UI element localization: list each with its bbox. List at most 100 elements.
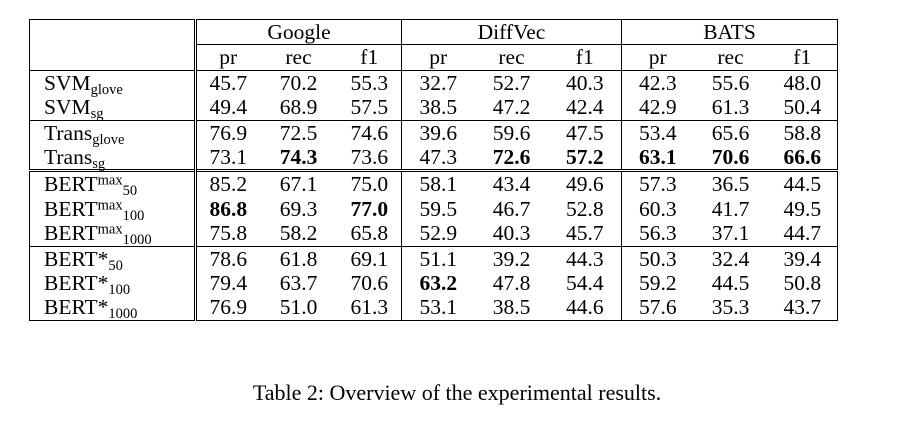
value-cell: 73.6: [337, 145, 402, 171]
table-row: Transglove 76.9 72.5 74.6 39.6 59.6 47.5 53.4 65…: [29, 119, 838, 148]
value-cell: 60.3: [638, 196, 677, 221]
metric-header: pr: [648, 45, 667, 70]
value-cell: 45.7: [195, 69, 260, 96]
value-cell: 79.4: [209, 271, 248, 296]
value-cell: 45.7: [548, 221, 622, 247]
group-header-google: Google: [195, 19, 402, 46]
value-cell: 61.8: [259, 245, 338, 272]
value-cell: 41.7: [711, 196, 750, 221]
row-label-subscript: 1000: [122, 232, 152, 249]
value-cell: 72.5: [259, 119, 338, 146]
metric-header: rec: [285, 45, 312, 70]
value-cell: 52.9: [419, 221, 458, 246]
value-cell: 47.8: [492, 271, 531, 296]
value-cell: 38.5: [419, 95, 458, 120]
value-cell: 46.7: [492, 196, 531, 221]
row-label: SVMsg: [29, 95, 197, 122]
value-cell: 59.5: [419, 196, 458, 221]
value-cell: 44.6: [548, 295, 622, 321]
value-cell: 61.3: [711, 95, 750, 120]
row-label-subscript: glove: [90, 81, 123, 98]
row-label-subscript: 50: [122, 183, 138, 200]
row-label: SVMglove: [29, 69, 197, 98]
table-row: BERT*1000 76.9 51.0 61.3 53.1 38.5 44.6 57.6 35.…: [29, 295, 838, 323]
value-cell: 58.1: [401, 169, 475, 197]
value-cell: 52.7: [474, 69, 549, 96]
results-table-wrapper: Google DiffVec BATS pr rec f1 pr rec f1 …: [29, 19, 838, 323]
value-cell: 72.6: [492, 145, 531, 170]
value-cell: 67.1: [259, 169, 338, 197]
value-cell: 32.7: [401, 69, 475, 96]
group-header-bats: BATS: [621, 19, 838, 46]
row-label-subscript: 1000: [108, 306, 138, 323]
value-cell: 44.3: [548, 245, 622, 272]
row-label: BERTmax50: [29, 169, 197, 200]
row-label: BERT*50: [29, 245, 197, 274]
row-label-superscript: max: [97, 172, 123, 189]
row-label-subscript: glove: [92, 131, 125, 148]
row-label-subscript: 50: [108, 257, 123, 274]
value-cell: 68.9: [279, 95, 318, 120]
value-cell: 39.6: [401, 119, 475, 146]
value-cell: 50.4: [783, 95, 822, 120]
value-cell: 58.8: [767, 119, 838, 146]
value-cell: 70.6: [337, 271, 402, 296]
value-cell: 47.2: [492, 95, 531, 120]
value-cell: 49.6: [548, 169, 622, 197]
metric-header: rec: [717, 45, 744, 70]
metric-header: pr: [429, 45, 448, 70]
row-label: BERT*100: [29, 271, 197, 299]
metric-header: pr: [219, 45, 238, 70]
value-cell: 35.3: [711, 295, 750, 320]
table-row: BERT*100 79.4 63.7 70.6 63.2 47.8 54.4 59.2 44.5…: [29, 271, 838, 299]
value-cell: 53.4: [621, 119, 694, 146]
value-cell: 53.1: [419, 295, 458, 320]
value-cell: 76.9: [195, 119, 260, 146]
row-label-subscript: sg: [92, 156, 106, 173]
value-cell: 50.8: [783, 271, 822, 296]
table-row: SVMglove 45.7 70.2 55.3 32.7 52.7 40.3 42.3 55.6…: [29, 69, 838, 98]
value-cell: 47.5: [548, 119, 622, 146]
row-label-superscript: max: [97, 221, 123, 238]
value-cell: 42.9: [638, 95, 677, 120]
value-cell: 47.3: [419, 145, 458, 170]
value-cell: 39.4: [767, 245, 838, 272]
value-cell: 51.1: [401, 245, 475, 272]
value-cell: 86.8: [209, 196, 248, 221]
value-cell: 44.5: [711, 271, 750, 296]
value-cell: 77.0: [337, 196, 402, 222]
table-row: BERT*50 78.6 61.8 69.1 51.1 39.2 44.3 50.3 32.4 3…: [29, 245, 838, 274]
value-cell: 51.0: [279, 295, 318, 320]
row-label-subscript: 100: [108, 282, 131, 299]
value-cell: 74.6: [337, 119, 402, 146]
value-cell: 57.5: [337, 95, 402, 121]
table-row: SVMsg 49.4 68.9 57.5 38.5 47.2 42.4 42.9 61.3 50.…: [29, 95, 838, 122]
value-cell: 76.9: [209, 295, 248, 320]
value-cell: 65.6: [693, 119, 768, 146]
value-cell: 63.2: [419, 271, 458, 296]
value-cell: 44.5: [767, 169, 838, 197]
table-row: BERTmax50 85.2 67.1 75.0 58.1 43.4 49.6 57.3 36.…: [29, 169, 838, 200]
metric-header: rec: [498, 45, 525, 70]
value-cell: 43.4: [474, 169, 549, 197]
row-label-base: Trans: [44, 120, 93, 145]
value-cell: 42.3: [621, 69, 694, 96]
value-cell: 63.1: [638, 145, 677, 170]
value-cell: 63.7: [279, 271, 318, 296]
value-cell: 59.2: [638, 271, 677, 296]
value-cell: 74.3: [279, 145, 318, 170]
value-cell: 44.7: [783, 221, 822, 246]
value-cell: 70.2: [259, 69, 338, 96]
table-caption: Table 2: Overview of the experimental re…: [252, 380, 662, 405]
value-cell: 59.6: [474, 119, 549, 146]
results-table: Google DiffVec BATS pr rec f1 pr rec f1 …: [29, 19, 838, 323]
group-header-row: Google DiffVec BATS: [29, 19, 838, 71]
metric-header: f1: [548, 44, 622, 71]
value-cell: 55.3: [337, 69, 402, 96]
value-cell: 61.3: [337, 295, 402, 321]
row-label-subscript: 100: [122, 207, 145, 224]
value-cell: 37.1: [711, 221, 750, 246]
value-cell: 57.6: [638, 295, 677, 320]
row-label-base: Trans: [44, 145, 93, 170]
value-cell: 42.4: [548, 95, 622, 121]
